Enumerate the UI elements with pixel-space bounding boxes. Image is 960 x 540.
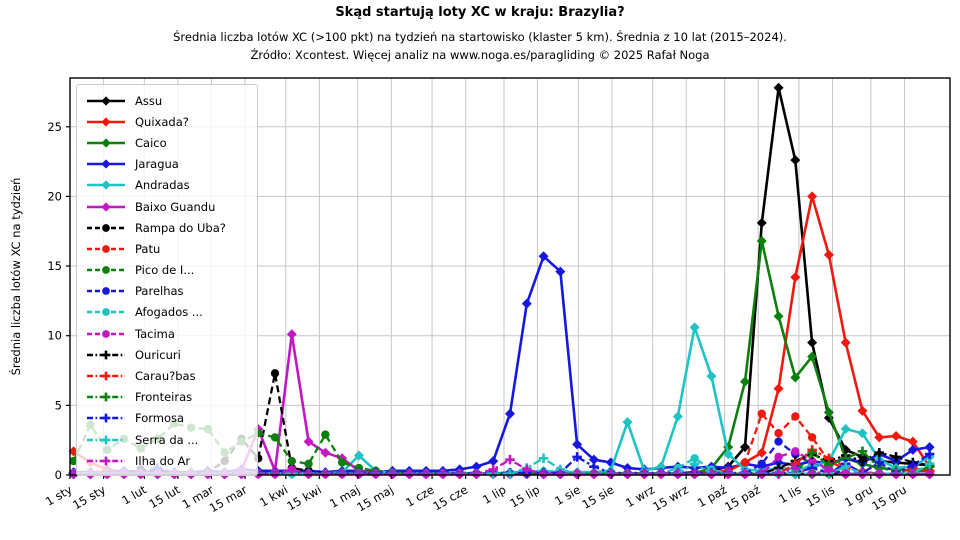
legend-item-serra-da: Serra da ... xyxy=(85,429,251,450)
legend-item-parelhas: Parelhas xyxy=(85,281,251,302)
series-line-fronteiras xyxy=(73,450,931,475)
legend-item-jaragua: Jaragua xyxy=(85,154,251,175)
x-tick-label: 1 kwi xyxy=(257,482,290,509)
legend-label: Afogados ... xyxy=(135,305,203,320)
x-tick-label: 1 lut xyxy=(119,482,149,507)
legend-label: Parelhas xyxy=(135,284,184,299)
legend-item-formosa: Formosa xyxy=(85,408,251,429)
x-tick-label: 1 sie xyxy=(552,482,583,508)
y-tick-label: 15 xyxy=(47,259,62,273)
legend-sample-dashed-circle xyxy=(87,287,125,296)
series-line-ilha-do-ar xyxy=(73,458,930,476)
legend-item-tacima: Tacima xyxy=(85,323,251,344)
x-tick-label: 15 paź xyxy=(722,482,763,513)
legend-item-fronteiras: Fronteiras xyxy=(85,387,251,408)
legend-label: Ouricuri xyxy=(135,347,181,362)
legend-item-andradas: Andradas xyxy=(85,175,251,196)
legend-sample-dashed-circle xyxy=(87,223,125,232)
legend-sample-solid-diamond xyxy=(87,138,125,148)
legend-label: Assu xyxy=(135,93,163,108)
legend-label: Caico xyxy=(135,135,167,150)
x-tick-label: 15 mar xyxy=(207,482,250,515)
x-tick-label: 15 lut xyxy=(147,482,183,511)
legend-sample-dashed-circle xyxy=(87,266,125,274)
y-axis-label: Średnia liczba lotów XC na tydzień xyxy=(8,178,23,376)
legend-label: Rampa do Uba? xyxy=(135,220,226,235)
legend-sample-dashed-circle xyxy=(87,329,125,338)
y-tick-label: 10 xyxy=(47,329,62,343)
x-tick-label: 15 cze xyxy=(430,482,470,513)
legend-sample-dashdot-plus xyxy=(87,350,125,360)
legend-item-ouricuri: Ouricuri xyxy=(85,344,251,365)
legend-item-pico-de-i: Pico de I... xyxy=(85,260,251,281)
y-tick-label: 5 xyxy=(55,398,62,412)
chart-title: Skąd startują loty XC w kraju: Brazylia? xyxy=(335,5,625,20)
legend-item-baixo-guandu: Baixo Guandu xyxy=(85,196,251,217)
legend-label: Patu xyxy=(135,241,161,256)
y-tick-label: 25 xyxy=(47,120,62,134)
legend-item-afogados: Afogados ... xyxy=(85,302,251,323)
chart-source-note: Źródło: Xcontest. Więcej analiz na www.n… xyxy=(250,48,710,62)
legend-item-patu: Patu xyxy=(85,238,251,259)
y-tick-label: 20 xyxy=(47,189,62,203)
legend-sample-solid-diamond xyxy=(87,159,125,169)
x-tick-label: 15 lip xyxy=(507,482,542,510)
x-tick-label: 1 lip xyxy=(480,482,508,506)
plot-area xyxy=(69,77,951,476)
x-tick-label: 1 gru xyxy=(842,482,875,509)
legend-sample-solid-diamond xyxy=(87,201,125,212)
x-tick-label: 15 gru xyxy=(869,482,909,513)
legend-item-assu: Assu xyxy=(85,90,251,111)
legend-item-caico: Caico xyxy=(85,132,251,153)
legend-sample-dashdot-plus xyxy=(87,414,125,423)
legend-label: Andradas xyxy=(135,178,190,193)
x-tick-label: 15 kwi xyxy=(284,482,324,513)
legend-sample-solid-diamond xyxy=(87,180,125,190)
legend-label: Jaragua xyxy=(135,157,179,172)
legend-label: Fronteiras xyxy=(135,390,193,405)
series-line-parelhas xyxy=(73,440,930,475)
legend-label: Ilha do Ar xyxy=(135,453,191,468)
legend-label: Serra da ... xyxy=(135,432,199,447)
x-tick-label: 15 maj xyxy=(354,482,395,514)
legend-label: Formosa xyxy=(135,411,185,426)
legend-sample-solid-diamond xyxy=(87,95,125,106)
x-tick-label: 15 wrz xyxy=(650,482,690,513)
legend-label: Quixada? xyxy=(135,114,189,129)
x-tick-label: 1 cze xyxy=(403,482,436,509)
chart-subtitle: Średnia liczba lotów XC (>100 pkt) na ty… xyxy=(173,30,787,44)
legend-sample-dashdot-plus xyxy=(87,456,125,466)
legend-item-rampa-do-uba: Rampa do Uba? xyxy=(85,217,251,238)
legend-item-quixada: Quixada? xyxy=(85,111,251,132)
x-tick-label: 15 sie xyxy=(579,482,616,511)
series-line-carau-bas xyxy=(73,448,930,475)
x-tick-label: 1 sty xyxy=(43,482,75,508)
legend-sample-dashdot-plus xyxy=(87,435,125,444)
legend-label: Baixo Guandu xyxy=(135,199,216,214)
legend-label: Carau?bas xyxy=(135,369,196,384)
legend-sample-dashdot-plus xyxy=(87,392,125,402)
legend-label: Tacima xyxy=(135,326,175,341)
legend-sample-dashdot-plus xyxy=(87,371,125,381)
legend: Assu Quixada? Caico Jaragua Andradas Baixo Gu… xyxy=(76,84,258,477)
legend-sample-dashed-circle xyxy=(87,245,125,253)
series-line-ouricuri xyxy=(73,451,930,475)
legend-sample-dashed-circle xyxy=(87,308,125,317)
legend-item-ilha-do-ar: Ilha do Ar xyxy=(85,450,251,471)
x-tick-label: 1 lis xyxy=(776,482,803,506)
x-tick-label: 15 sty xyxy=(70,482,108,512)
legend-sample-solid-diamond xyxy=(87,117,125,127)
legend-item-carau-bas: Carau?bas xyxy=(85,365,251,386)
legend-label: Pico de I... xyxy=(135,263,195,278)
x-tick-label: 15 lis xyxy=(803,482,837,509)
y-tick-label: 0 xyxy=(55,468,62,482)
